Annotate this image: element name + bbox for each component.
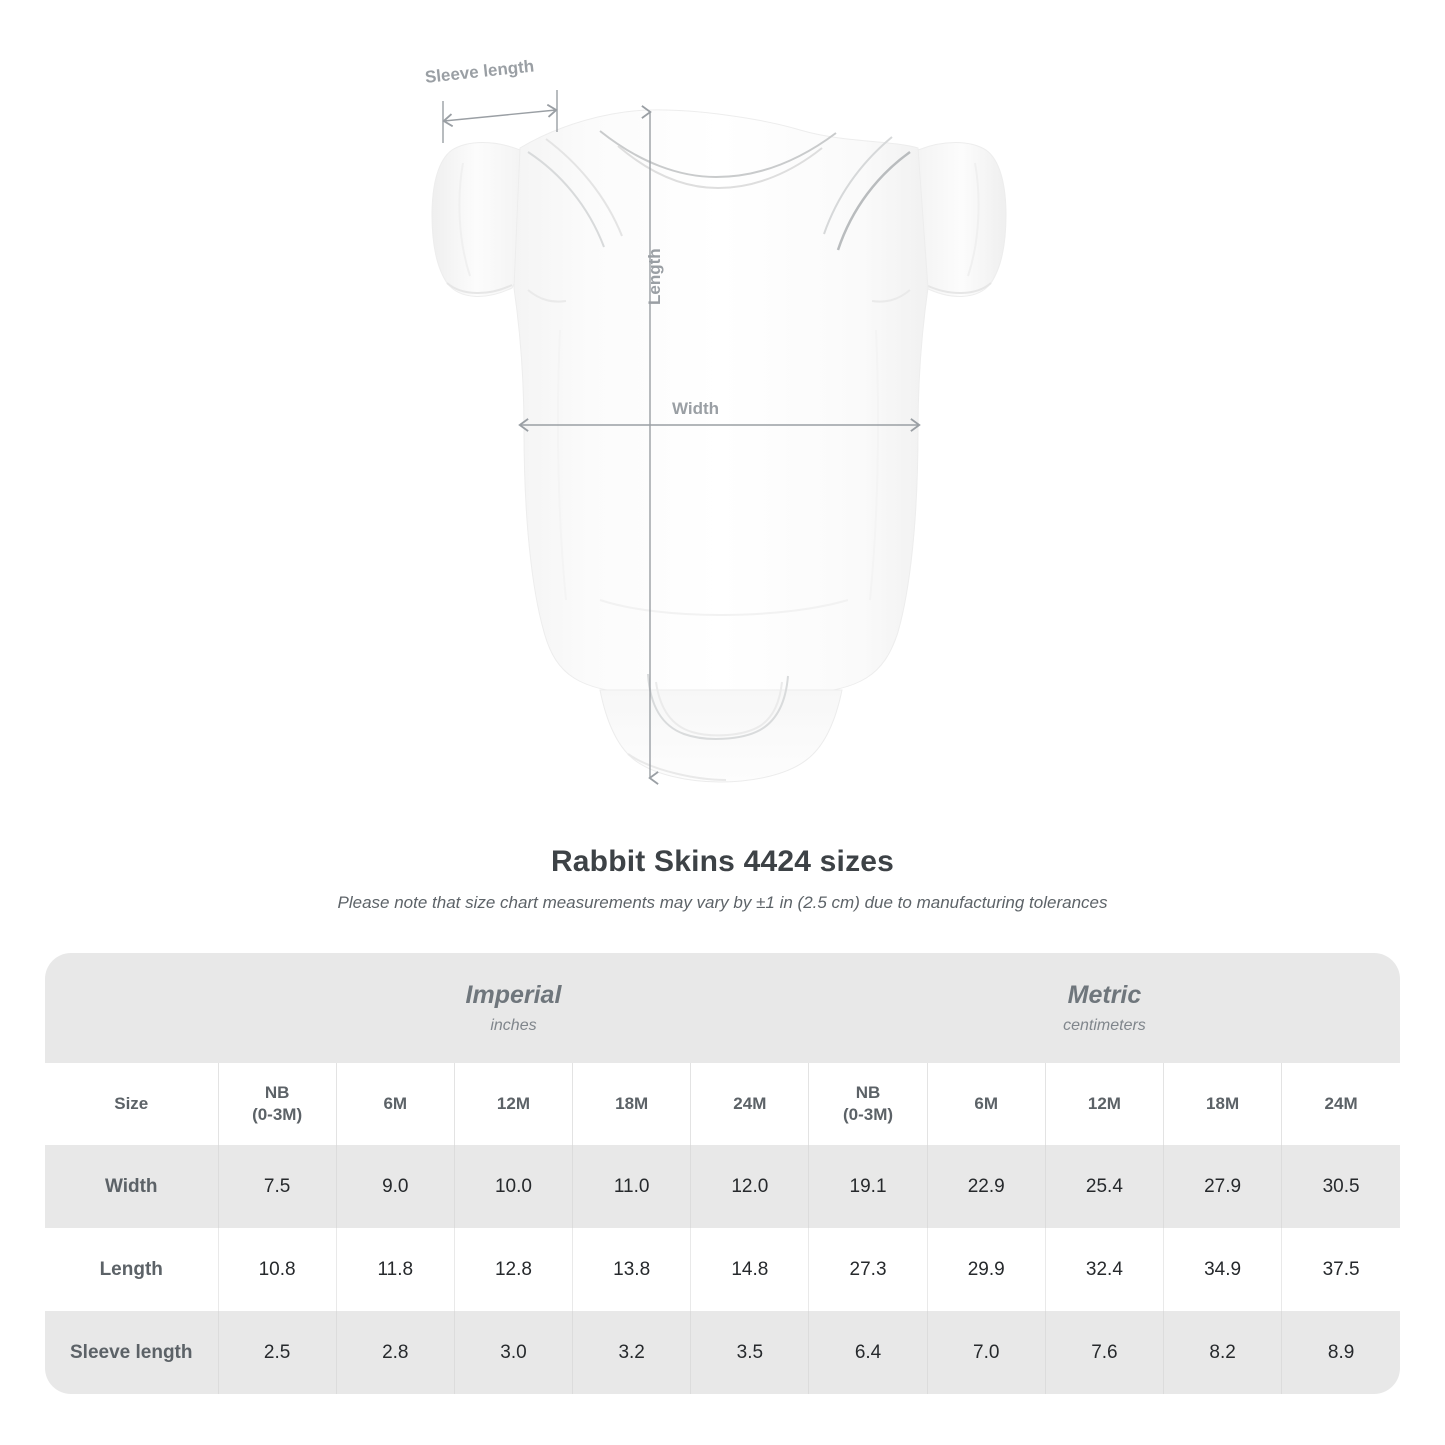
header-col-7-line1: 12M	[1087, 1093, 1121, 1113]
header-col-7: 12M	[1045, 1063, 1165, 1145]
cell-width-met-0: 19.1	[808, 1145, 928, 1228]
cell-length-imp-2: 12.8	[454, 1228, 574, 1311]
cell-width-imp-4: 12.0	[690, 1145, 810, 1228]
unit-spacer	[45, 953, 218, 1063]
row-label-length: Length	[45, 1228, 219, 1311]
cell-width-met-4: 30.5	[1281, 1145, 1400, 1228]
header-col-0-line1: NB	[264, 1082, 290, 1102]
header-col-2-line1: 12M	[496, 1093, 530, 1113]
unit-group-imperial-sub: inches	[490, 1016, 537, 1034]
cell-sleeve-met-3: 8.2	[1163, 1311, 1283, 1394]
tolerance-note: Please note that size chart measurements…	[337, 893, 1108, 912]
cell-length-met-1: 29.9	[927, 1228, 1046, 1311]
header-col-1-line1: 6M	[383, 1093, 408, 1113]
header-col-3-line1: 18M	[615, 1093, 649, 1113]
cell-length-imp-1: 11.8	[336, 1228, 455, 1311]
bodysuit-body-shape	[513, 109, 929, 695]
cell-length-met-0: 27.3	[808, 1228, 928, 1311]
cell-sleeve-imp-4: 3.5	[690, 1311, 810, 1394]
cell-length-imp-3: 13.8	[572, 1228, 692, 1311]
header-col-4-line1: 24M	[733, 1093, 767, 1113]
garment-illustration: Sleeve length Length Width	[424, 57, 1007, 785]
cell-sleeve-met-0: 6.4	[808, 1311, 928, 1394]
header-col-8-line1: 18M	[1206, 1093, 1240, 1113]
header-col-8: 18M	[1163, 1063, 1283, 1145]
header-col-9-line1: 24M	[1324, 1093, 1358, 1113]
cell-length-imp-0: 10.8	[218, 1228, 337, 1311]
row-label-sleeve-length: Sleeve length	[45, 1311, 219, 1394]
unit-group-imperial: Imperial inches	[218, 953, 809, 1063]
header-col-1: 6M	[336, 1063, 455, 1145]
cell-sleeve-met-2: 7.6	[1045, 1311, 1165, 1394]
header-col-0-line2: (0-3M)	[252, 1105, 303, 1124]
header-size: Size	[45, 1063, 219, 1145]
header-col-5-line2: (0-3M)	[843, 1105, 894, 1124]
sleeve-dimension-arrow	[442, 90, 558, 143]
cell-sleeve-met-1: 7.0	[927, 1311, 1046, 1394]
cell-sleeve-imp-3: 3.2	[572, 1311, 692, 1394]
header-col-5: NB (0-3M)	[808, 1063, 928, 1145]
table-row: Length 10.8 11.8 12.8 13.8 14.8 27.3 29.…	[45, 1228, 1400, 1311]
size-chart-table: Imperial inches Metric centimeters Size …	[45, 953, 1400, 1394]
unit-group-imperial-name: Imperial	[465, 981, 562, 1010]
cell-width-imp-3: 11.0	[572, 1145, 692, 1228]
table-row: Sleeve length 2.5 2.8 3.0 3.2 3.5 6.4 7.…	[45, 1311, 1400, 1394]
left-sleeve-shape	[431, 142, 531, 297]
cell-width-imp-0: 7.5	[218, 1145, 337, 1228]
cell-sleeve-imp-0: 2.5	[218, 1311, 337, 1394]
header-col-9: 24M	[1281, 1063, 1400, 1145]
header-col-4: 24M	[690, 1063, 810, 1145]
length-label: Length	[645, 248, 664, 305]
cell-length-met-2: 32.4	[1045, 1228, 1165, 1311]
row-label-width: Width	[45, 1145, 219, 1228]
cell-width-imp-1: 9.0	[336, 1145, 455, 1228]
cell-length-met-4: 37.5	[1281, 1228, 1400, 1311]
cell-width-met-3: 27.9	[1163, 1145, 1283, 1228]
right-sleeve-shape	[907, 142, 1007, 297]
title-block: Rabbit Skins 4424 sizes Please note that…	[0, 845, 1445, 913]
table-header-row: Size NB (0-3M) 6M 12M 18M 24M	[45, 1063, 1400, 1145]
table-row: Width 7.5 9.0 10.0 11.0 12.0 19.1 22.9 2…	[45, 1145, 1400, 1228]
snap-crotch-flap	[599, 673, 843, 783]
size-chart-table-wrapper: Imperial inches Metric centimeters Size …	[45, 953, 1400, 1394]
cell-sleeve-met-4: 8.9	[1281, 1311, 1400, 1394]
bodysuit-diagram	[431, 90, 1007, 785]
cell-width-imp-2: 10.0	[454, 1145, 574, 1228]
cell-width-met-1: 22.9	[927, 1145, 1046, 1228]
header-col-0: NB (0-3M)	[218, 1063, 337, 1145]
header-col-6: 6M	[927, 1063, 1046, 1145]
width-label: Width	[672, 399, 720, 418]
cell-width-met-2: 25.4	[1045, 1145, 1165, 1228]
unit-group-metric-name: Metric	[1067, 981, 1142, 1010]
cell-length-imp-4: 14.8	[690, 1228, 810, 1311]
unit-group-metric-sub: centimeters	[1063, 1016, 1146, 1034]
header-col-3: 18M	[572, 1063, 692, 1145]
header-col-6-line1: 6M	[974, 1093, 999, 1113]
page-title: Rabbit Skins 4424 sizes	[550, 845, 895, 878]
unit-group-row: Imperial inches Metric centimeters	[45, 953, 1400, 1063]
cell-length-met-3: 34.9	[1163, 1228, 1283, 1311]
unit-group-metric: Metric centimeters	[808, 953, 1400, 1063]
header-col-2: 12M	[454, 1063, 574, 1145]
cell-sleeve-imp-1: 2.8	[336, 1311, 455, 1394]
cell-sleeve-imp-2: 3.0	[454, 1311, 574, 1394]
header-col-5-line1: NB	[855, 1082, 881, 1102]
